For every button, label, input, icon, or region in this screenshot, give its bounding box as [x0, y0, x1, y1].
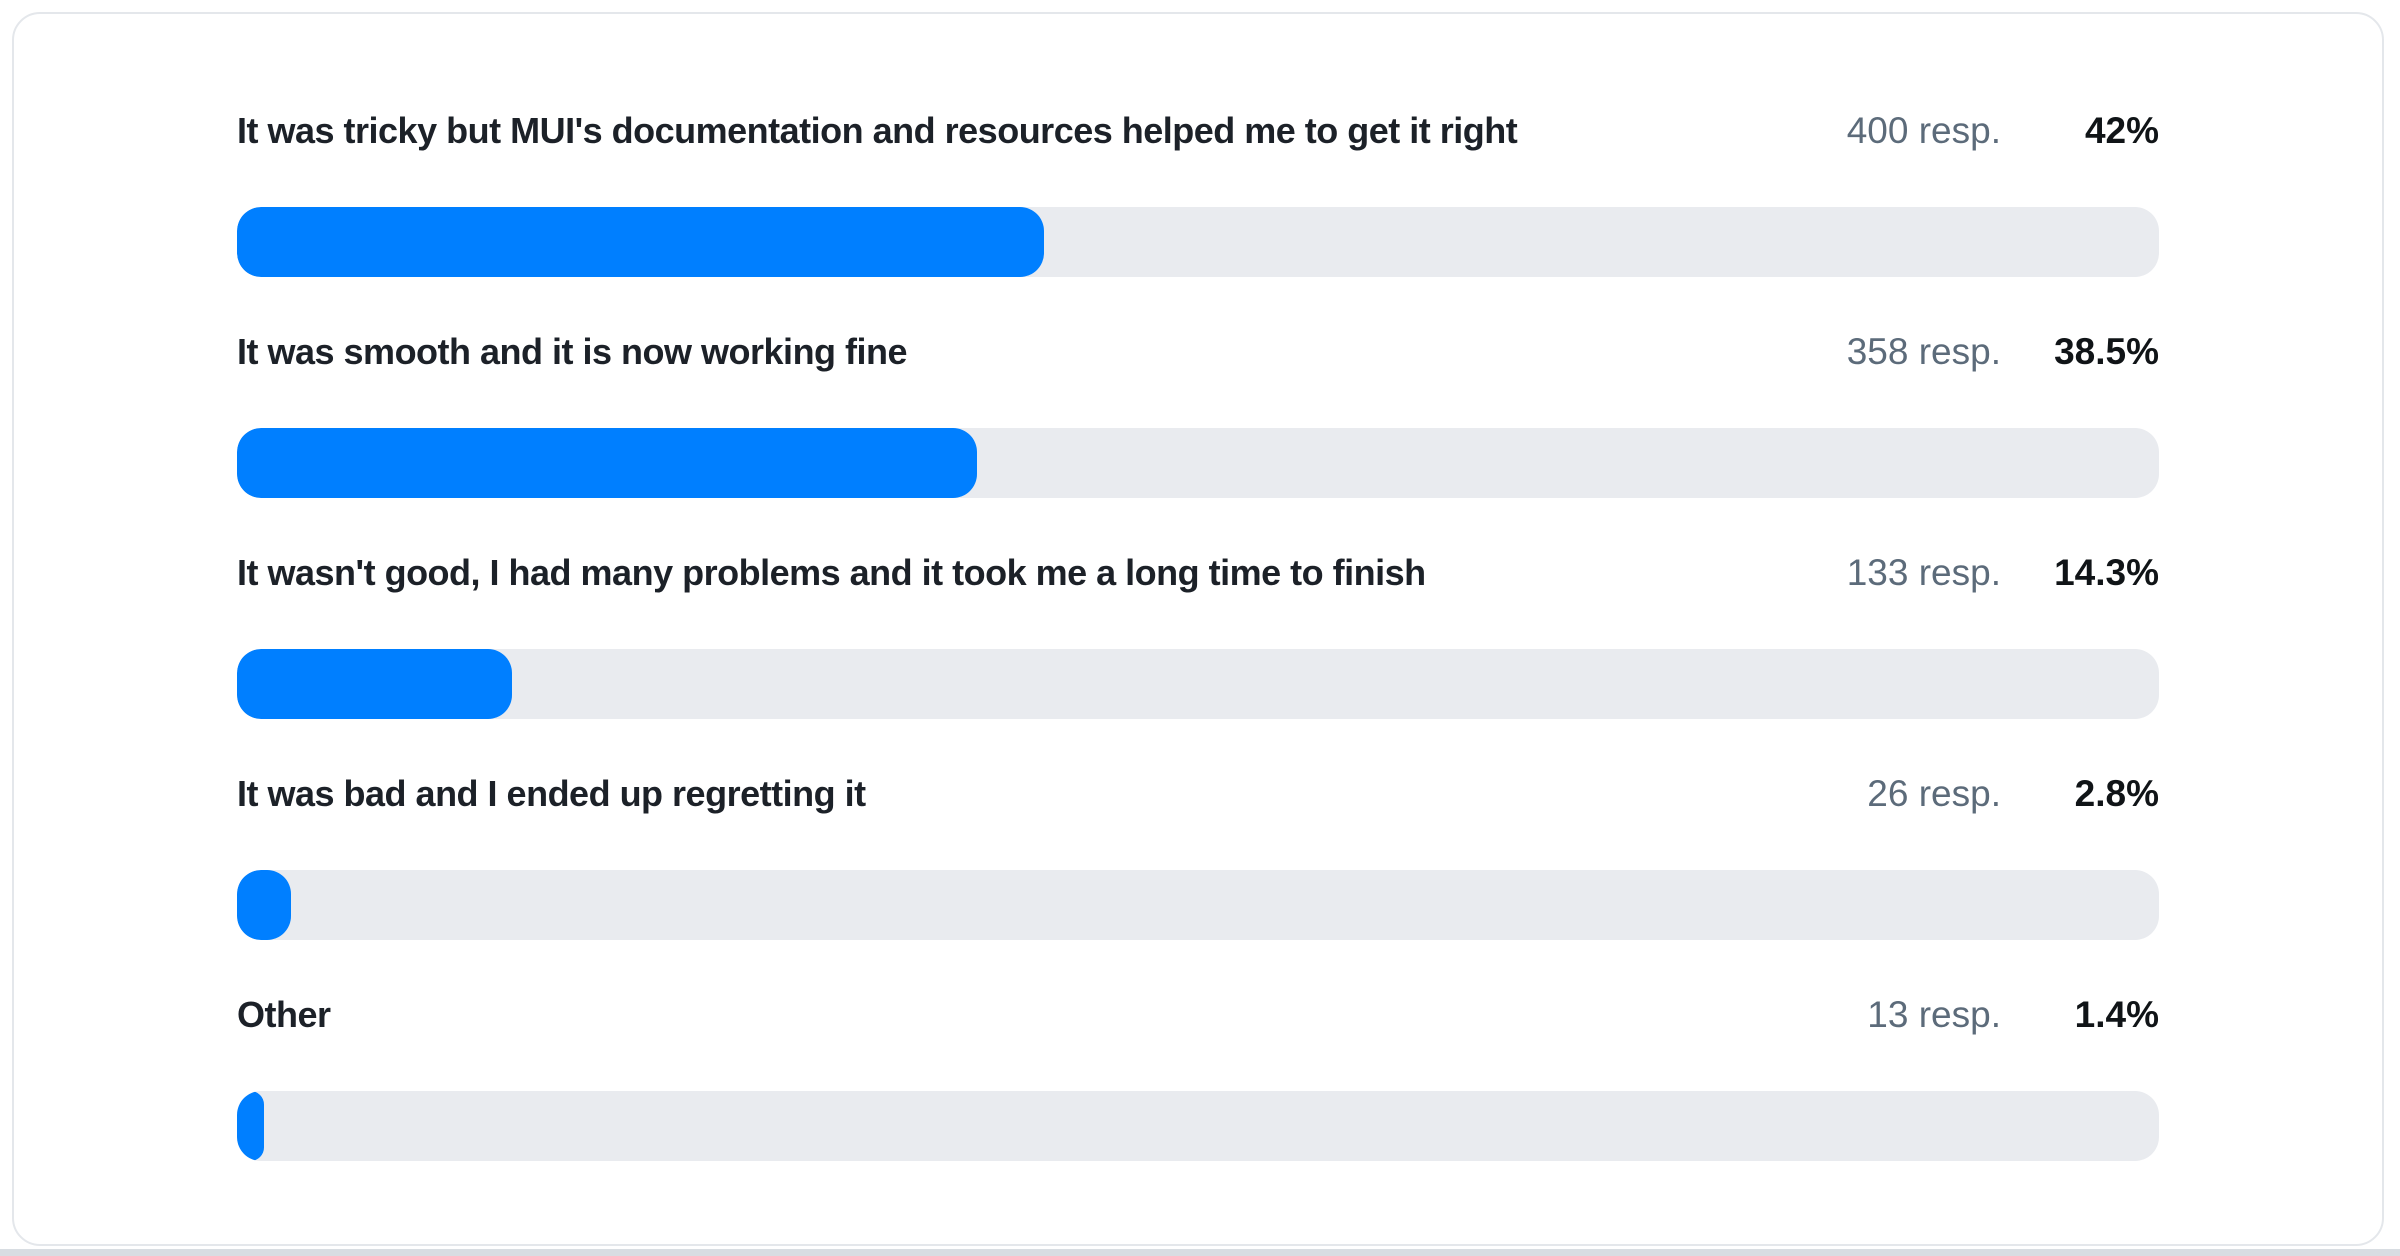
survey-results-card: It was tricky but MUI's documentation an… [12, 12, 2384, 1246]
bar-fill [237, 870, 291, 940]
bar-track [237, 649, 2159, 719]
survey-row: It was bad and I ended up regretting it … [237, 773, 2159, 940]
bar-fill [237, 1091, 264, 1161]
row-header: Other 13 resp. 1.4% [237, 994, 2159, 1040]
row-header: It was smooth and it is now working fine… [237, 331, 2159, 377]
bar-track [237, 428, 2159, 498]
bar-track [237, 870, 2159, 940]
bar-track [237, 1091, 2159, 1161]
percent-value: 42% [2084, 110, 2159, 151]
responses-count: 26 resp. [1867, 773, 2001, 814]
percent-value: 38.5% [2054, 331, 2159, 372]
bottom-divider [0, 1249, 2400, 1256]
bar-fill [237, 428, 977, 498]
percent-value: 14.3% [2054, 552, 2159, 593]
row-header: It was tricky but MUI's documentation an… [237, 110, 2159, 156]
percent-value: 2.8% [2074, 773, 2159, 814]
percent-value: 1.4% [2074, 994, 2159, 1035]
survey-row: Other 13 resp. 1.4% [237, 994, 2159, 1161]
option-label: It was smooth and it is now working fine [237, 331, 908, 372]
responses-count: 358 resp. [1846, 331, 2001, 372]
option-label: It was bad and I ended up regretting it [237, 773, 866, 814]
responses-count: 13 resp. [1867, 994, 2001, 1035]
row-header: It wasn't good, I had many problems and … [237, 552, 2159, 598]
bar-track [237, 207, 2159, 277]
responses-count: 133 resp. [1846, 552, 2001, 593]
survey-row: It was tricky but MUI's documentation an… [237, 110, 2159, 277]
bar-fill [237, 207, 1045, 277]
responses-count: 400 resp. [1846, 110, 2001, 151]
option-label: Other [237, 994, 331, 1035]
survey-row: It wasn't good, I had many problems and … [237, 552, 2159, 719]
row-header: It was bad and I ended up regretting it … [237, 773, 2159, 819]
option-label: It was tricky but MUI's documentation an… [237, 110, 1518, 151]
survey-row: It was smooth and it is now working fine… [237, 331, 2159, 498]
bar-fill [237, 649, 512, 719]
option-label: It wasn't good, I had many problems and … [237, 552, 1426, 593]
